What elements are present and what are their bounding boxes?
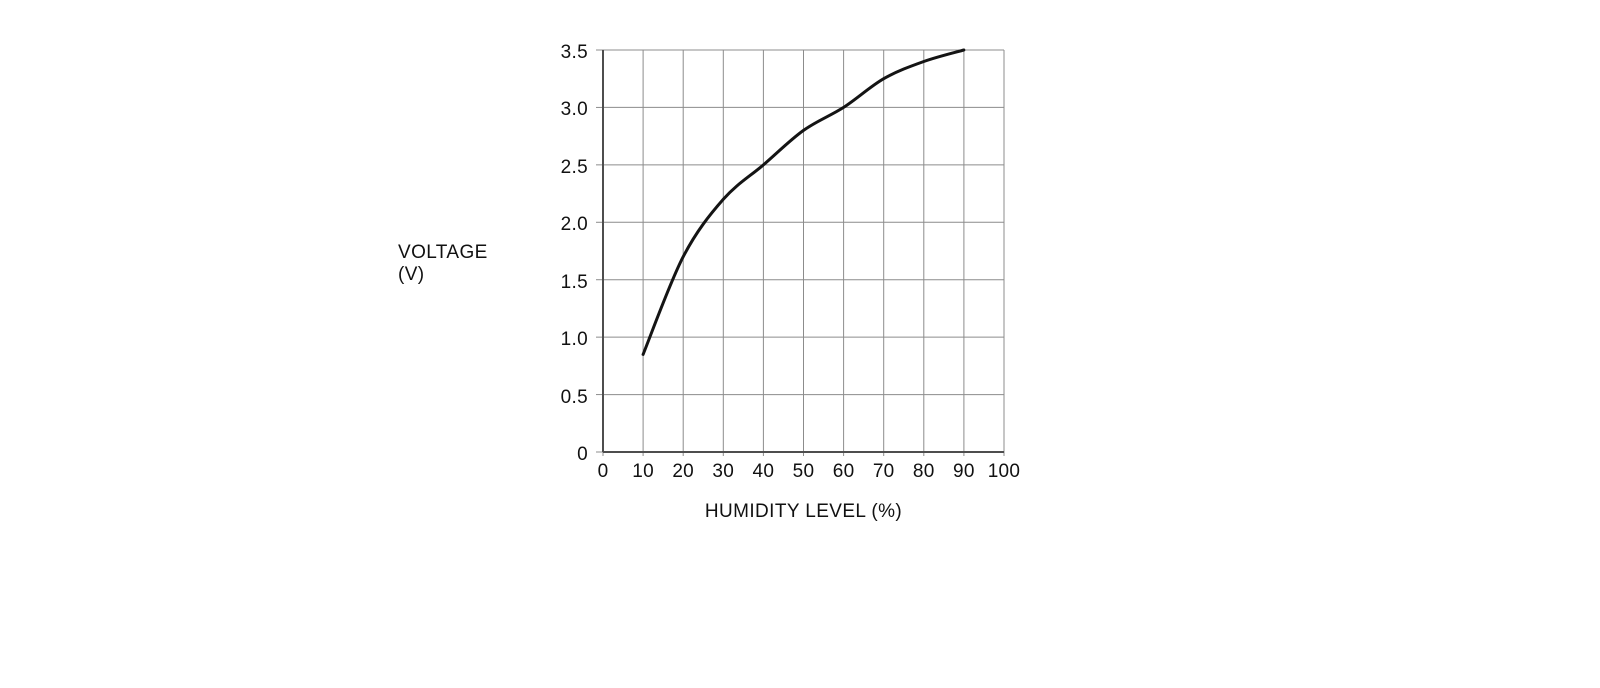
y-tick-label-0: 0 (577, 444, 588, 465)
y-tick-label-2.5: 2.5 (560, 156, 588, 178)
x-axis-title: HUMIDITY LEVEL (%) (704, 501, 903, 522)
y-tick-label-2.0: 2.0 (560, 214, 588, 236)
plot-area (596, 48, 1005, 456)
x-tick-label-60: 60 (832, 461, 855, 482)
voltage-vs-humidity-curve (641, 48, 966, 356)
x-tick-label-50: 50 (792, 461, 815, 482)
y-tick-label-3.0: 3.0 (560, 99, 588, 121)
x-tick-label-40: 40 (752, 461, 775, 482)
x-tick-label-10: 10 (632, 461, 654, 482)
x-tick-label-90: 90 (953, 461, 975, 482)
x-tick-label-20: 20 (672, 461, 695, 482)
y-axis-title-line1: VOLTAGE (398, 242, 488, 263)
y-axis-title-line2: (V) (398, 264, 425, 285)
x-tick-label-0: 0 (597, 461, 609, 482)
x-tick-label-70: 70 (872, 461, 895, 482)
y-tick-label-3.5: 3.5 (560, 42, 588, 63)
y-tick-label-1.5: 1.5 (560, 271, 588, 293)
y-tick-label-1.0: 1.0 (560, 329, 588, 351)
x-tick-label-100: 100 (987, 461, 1021, 482)
y-tick-label-0.5: 0.5 (560, 386, 588, 408)
x-tick-label-30: 30 (712, 461, 735, 482)
x-tick-label-80: 80 (912, 461, 935, 482)
y-axis-title: VOLTAGE (V) (398, 242, 488, 286)
